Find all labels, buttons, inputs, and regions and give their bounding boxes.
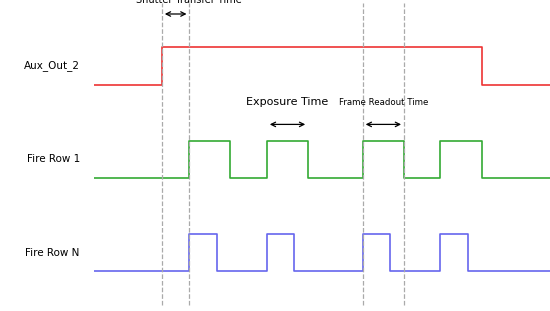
Text: Fire Row 1: Fire Row 1 [26,154,80,164]
Text: Fire Row N: Fire Row N [25,248,80,258]
Text: Frame Readout Time: Frame Readout Time [339,98,428,107]
Text: Aux_Out_2: Aux_Out_2 [24,60,80,72]
Text: Exposure Time: Exposure Time [246,97,329,107]
Text: Shutter Transfer Time: Shutter Transfer Time [136,0,242,5]
